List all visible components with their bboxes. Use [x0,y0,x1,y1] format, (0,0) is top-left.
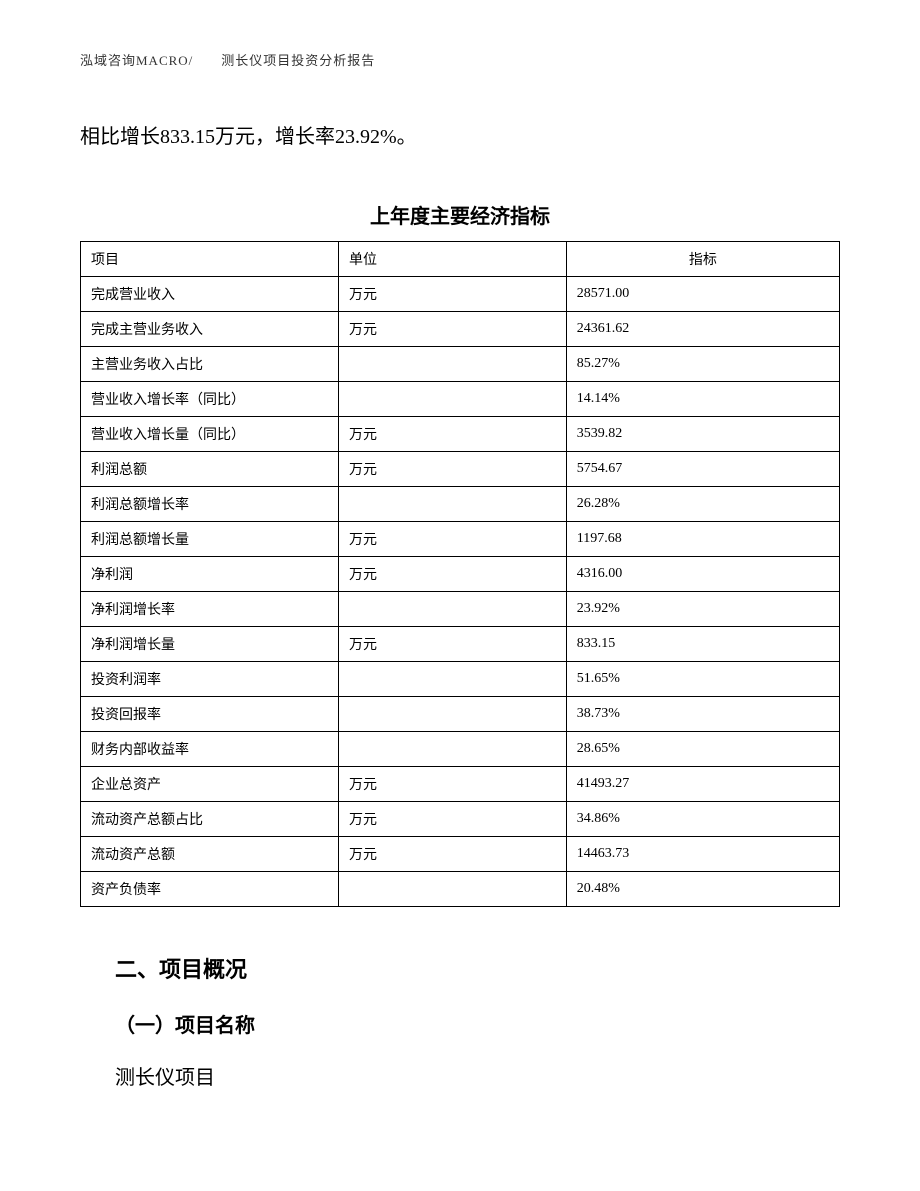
table-cell [339,347,567,382]
table-cell: 3539.82 [566,417,839,452]
table-cell: 利润总额增长率 [81,487,339,522]
table-cell: 23.92% [566,592,839,627]
table-cell: 28.65% [566,732,839,767]
table-cell: 26.28% [566,487,839,522]
table-row: 完成主营业务收入万元24361.62 [81,312,840,347]
table-row: 资产负债率 20.48% [81,872,840,907]
table-cell: 投资回报率 [81,697,339,732]
table-cell: 万元 [339,627,567,662]
table-row: 利润总额增长量万元1197.68 [81,522,840,557]
table-cell: 万元 [339,802,567,837]
table-cell: 28571.00 [566,277,839,312]
table-cell: 企业总资产 [81,767,339,802]
sub-heading: （一）项目名称 [115,1009,840,1038]
table-cell [339,662,567,697]
table-row: 利润总额万元5754.67 [81,452,840,487]
column-header-project: 项目 [81,242,339,277]
table-cell: 完成主营业务收入 [81,312,339,347]
table-row: 营业收入增长率（同比） 14.14% [81,382,840,417]
page-header: 泓域咨询MACRO/ 测长仪项目投资分析报告 [80,50,840,69]
table-row: 投资回报率 38.73% [81,697,840,732]
table-cell: 资产负债率 [81,872,339,907]
table-cell: 利润总额增长量 [81,522,339,557]
table-cell: 85.27% [566,347,839,382]
column-header-indicator: 指标 [566,242,839,277]
table-row: 流动资产总额万元14463.73 [81,837,840,872]
table-cell: 万元 [339,417,567,452]
table-cell [339,697,567,732]
economic-indicators-table: 项目 单位 指标 完成营业收入万元28571.00完成主营业务收入万元24361… [80,241,840,907]
table-cell: 5754.67 [566,452,839,487]
table-cell: 万元 [339,767,567,802]
table-row: 企业总资产万元41493.27 [81,767,840,802]
table-row: 财务内部收益率 28.65% [81,732,840,767]
table-cell: 万元 [339,277,567,312]
table-cell: 利润总额 [81,452,339,487]
table-row: 净利润万元4316.00 [81,557,840,592]
table-cell: 营业收入增长率（同比） [81,382,339,417]
table-row: 净利润增长量万元833.15 [81,627,840,662]
column-header-unit: 单位 [339,242,567,277]
table-row: 利润总额增长率 26.28% [81,487,840,522]
table-cell: 完成营业收入 [81,277,339,312]
table-cell: 万元 [339,312,567,347]
table-cell [339,487,567,522]
table-cell: 14463.73 [566,837,839,872]
table-cell [339,732,567,767]
table-cell: 万元 [339,452,567,487]
table-cell: 20.48% [566,872,839,907]
table-row: 净利润增长率 23.92% [81,592,840,627]
table-cell [339,382,567,417]
table-cell: 营业收入增长量（同比） [81,417,339,452]
table-header-row: 项目 单位 指标 [81,242,840,277]
table-cell: 4316.00 [566,557,839,592]
table-cell: 833.15 [566,627,839,662]
table-cell: 1197.68 [566,522,839,557]
table-row: 流动资产总额占比万元34.86% [81,802,840,837]
table-cell: 净利润增长量 [81,627,339,662]
section-heading: 二、项目概况 [115,952,840,984]
table-cell: 万元 [339,837,567,872]
table-cell: 41493.27 [566,767,839,802]
table-row: 主营业务收入占比 85.27% [81,347,840,382]
table-cell [339,592,567,627]
body-paragraph: 相比增长833.15万元，增长率23.92%。 [80,119,840,155]
table-row: 完成营业收入万元28571.00 [81,277,840,312]
table-cell: 净利润增长率 [81,592,339,627]
table-cell: 投资利润率 [81,662,339,697]
table-row: 投资利润率 51.65% [81,662,840,697]
table-cell [339,872,567,907]
table-cell: 38.73% [566,697,839,732]
sub-body-text: 测长仪项目 [115,1060,840,1096]
table-cell: 流动资产总额 [81,837,339,872]
table-cell: 净利润 [81,557,339,592]
table-cell: 24361.62 [566,312,839,347]
table-row: 营业收入增长量（同比）万元3539.82 [81,417,840,452]
table-cell: 万元 [339,557,567,592]
table-cell: 14.14% [566,382,839,417]
table-title: 上年度主要经济指标 [80,200,840,229]
table-cell: 流动资产总额占比 [81,802,339,837]
table-cell: 主营业务收入占比 [81,347,339,382]
table-cell: 51.65% [566,662,839,697]
table-cell: 34.86% [566,802,839,837]
table-cell: 万元 [339,522,567,557]
table-cell: 财务内部收益率 [81,732,339,767]
